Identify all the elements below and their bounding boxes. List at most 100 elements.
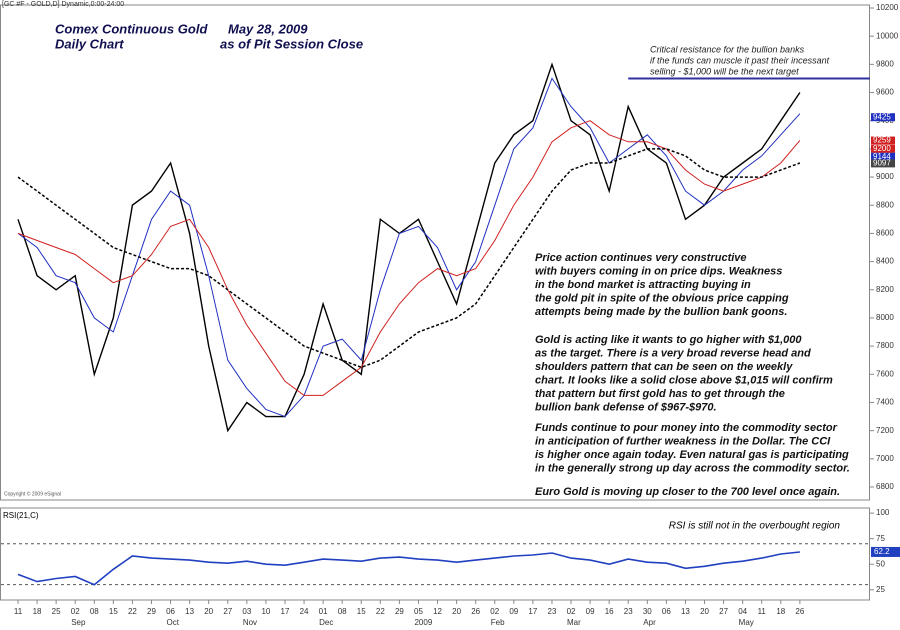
x-group-label: Nov (243, 618, 257, 627)
rsi-annotation: RSI is still not in the overbought regio… (669, 521, 841, 532)
series-line (17, 551, 800, 586)
commentary-line: chart. It looks like a solid close above… (535, 374, 833, 386)
x-tick-label: 03 (242, 607, 251, 616)
commentary-line: Gold is acting like it wants to go highe… (535, 334, 802, 346)
y-tick-label: 100 (876, 508, 890, 517)
chart-subtitle: Daily Chart (55, 36, 124, 51)
x-tick-label: 10 (261, 607, 270, 616)
price-marker (871, 159, 895, 168)
commentary-line: in anticipation of further weakness in t… (535, 435, 831, 447)
y-tick-label: 7600 (876, 369, 894, 378)
price-marker-label: 9200 (873, 144, 891, 153)
x-tick-label: 27 (223, 607, 232, 616)
x-tick-label: 18 (33, 607, 42, 616)
x-group-label: 2009 (414, 618, 432, 627)
y-tick-label: 25 (876, 585, 885, 594)
x-tick-label: 22 (128, 607, 137, 616)
price-marker (871, 152, 895, 161)
x-tick-label: 26 (471, 607, 480, 616)
x-group-label: Sep (71, 618, 86, 627)
chart-note: as of Pit Session Close (220, 36, 363, 51)
y-tick-label: 6800 (876, 482, 894, 491)
y-tick-label: 75 (876, 534, 885, 543)
x-group-label: Dec (319, 618, 333, 627)
commentary-line: attempts being made by the bullion bank … (535, 306, 787, 318)
price-marker (871, 144, 895, 153)
last-value-box (871, 546, 900, 557)
chart-title: Comex Continuous Gold (55, 21, 208, 36)
x-group-label: May (739, 618, 754, 627)
x-tick-label: 17 (281, 607, 290, 616)
price-frame (0, 4, 870, 501)
x-tick-label: 16 (605, 607, 614, 616)
x-tick-label: 20 (700, 607, 709, 616)
price-marker (871, 113, 895, 122)
x-tick-label: 29 (395, 607, 404, 616)
x-group-label: Mar (567, 618, 581, 627)
x-tick-label: 04 (738, 607, 747, 616)
commentary-line: the gold pit in spite of the obvious pri… (535, 292, 789, 304)
y-tick-label: 9800 (876, 59, 894, 68)
series-line (17, 77, 801, 418)
commentary-line: as the target. There is a very broad rev… (535, 347, 811, 359)
price-marker-label: 9259 (873, 136, 891, 145)
commentary-line: that pattern but first gold has to get t… (535, 388, 785, 400)
x-tick-label: 15 (109, 607, 118, 616)
rsi-frame (0, 507, 870, 601)
series-line (17, 148, 801, 369)
x-tick-label: 09 (586, 607, 595, 616)
y-tick-label: 10000 (876, 31, 899, 40)
x-tick-label: 06 (166, 607, 175, 616)
copyright: Copyright © 2009 eSignal (4, 490, 61, 497)
y-tick-label: 7000 (876, 454, 894, 463)
rsi-title: RSI(21,C) (3, 511, 39, 520)
x-group-label: Feb (491, 618, 505, 627)
series-line (17, 62, 801, 433)
x-tick-label: 02 (490, 607, 499, 616)
x-tick-label: 06 (662, 607, 671, 616)
resistance-note: selling - $1,000 will be the next target (650, 66, 799, 76)
x-tick-label: 13 (681, 607, 690, 616)
x-tick-label: 29 (147, 607, 156, 616)
y-tick-label: 10200 (876, 3, 899, 12)
resistance-note: Critical resistance for the bullion bank… (650, 44, 805, 54)
header: [GC #F - GOLD,D] Dynamic,0:00-24:00 (2, 1, 124, 8)
x-tick-label: 25 (52, 607, 61, 616)
x-tick-label: 11 (14, 607, 23, 616)
x-tick-label: 01 (319, 607, 328, 616)
commentary-line: shoulders pattern that can be seen on th… (535, 361, 793, 373)
x-tick-label: 27 (719, 607, 728, 616)
x-tick-label: 12 (433, 607, 442, 616)
y-tick-label: 8200 (876, 285, 894, 294)
y-tick-label: 8800 (876, 200, 894, 209)
series-line (17, 120, 801, 396)
x-tick-label: 17 (528, 607, 537, 616)
y-tick-label: 50 (876, 559, 885, 568)
x-tick-label: 08 (338, 607, 347, 616)
x-tick-label: 05 (414, 607, 423, 616)
y-tick-label: 7800 (876, 341, 894, 350)
y-tick-label: 9000 (876, 172, 894, 181)
price-marker-label: 9097 (873, 159, 891, 168)
y-tick-label: 7400 (876, 398, 894, 407)
y-tick-label: 8400 (876, 257, 894, 266)
commentary-line: Euro Gold is moving up closer to the 700… (535, 486, 840, 498)
chart-date: May 28, 2009 (228, 21, 308, 36)
price-marker-label: 9144 (873, 152, 891, 161)
last-value-label: 62.2 (874, 547, 890, 556)
x-tick-label: 02 (567, 607, 576, 616)
x-tick-label: 13 (185, 607, 194, 616)
x-tick-label: 24 (300, 607, 309, 616)
y-tick-label: 8000 (876, 313, 894, 322)
x-tick-label: 20 (204, 607, 213, 616)
commentary-line: in the generally strong up day across th… (535, 462, 850, 474)
commentary-line: Funds continue to pour money into the co… (535, 422, 838, 434)
y-tick-label: 8600 (876, 229, 894, 238)
commentary-line: with buyers coming in on price dips. Wea… (535, 265, 782, 277)
x-tick-label: 30 (643, 607, 652, 616)
x-tick-label: 08 (90, 607, 99, 616)
commentary-line: is higher once again today. Even natural… (535, 449, 849, 461)
x-tick-label: 09 (509, 607, 518, 616)
